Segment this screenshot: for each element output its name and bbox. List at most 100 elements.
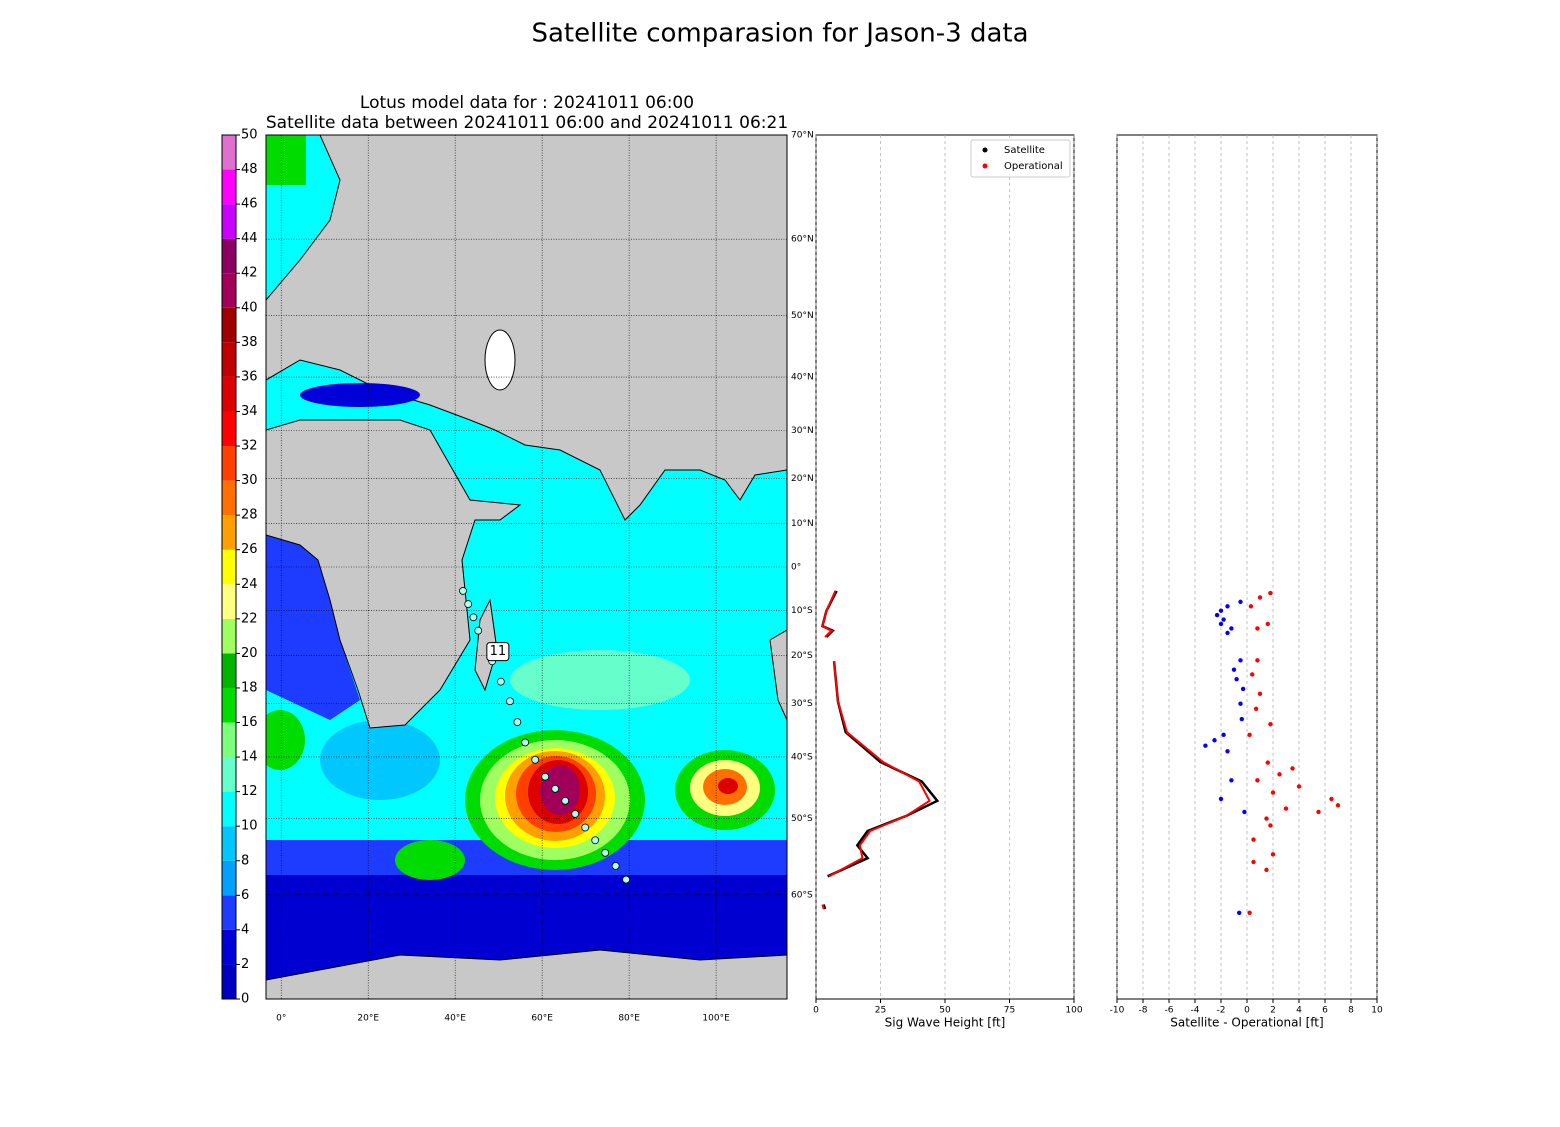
scatter-point: [1212, 738, 1217, 743]
scatter-point: [1251, 837, 1256, 842]
track-point: [469, 613, 478, 622]
scatter-point: [1283, 806, 1289, 811]
scatter-point: [1240, 686, 1246, 692]
scatter-point: [1225, 630, 1230, 636]
colorbar-tick-label: 40: [241, 300, 258, 315]
scatter-point: [1229, 626, 1234, 631]
track-label-box: [486, 642, 510, 662]
colorbar-bin: [222, 964, 236, 999]
scatter-point: [1296, 784, 1302, 789]
track-point: [496, 677, 505, 686]
colorbar-bin: [222, 238, 236, 274]
colorbar-bin: [222, 342, 236, 377]
colorbar-bin: [222, 895, 236, 930]
track-point: [581, 823, 590, 832]
y-tick-label: 40°N: [791, 373, 814, 383]
track-point: [506, 697, 514, 706]
scatter-point: [1268, 823, 1273, 828]
scatter-point: [1329, 796, 1334, 802]
scatter-point: [1264, 867, 1269, 873]
scatter-point: [1251, 859, 1256, 865]
x-tick-label: 2: [1270, 1006, 1276, 1016]
scatter-point: [1250, 672, 1255, 677]
colorbar-bin: [222, 860, 236, 896]
scatter-point: [1265, 760, 1271, 765]
track-point: [561, 796, 570, 805]
colorbar-tick-label: 32: [241, 439, 258, 454]
y-tick-label: 30°N: [791, 426, 814, 436]
y-tick-label: 60°S: [791, 890, 813, 900]
scatter-point: [1225, 604, 1230, 609]
colorbar-tick-label: 4: [241, 922, 249, 937]
colorbar-bin: [222, 687, 236, 723]
y-tick-label: 20°N: [791, 474, 814, 484]
scatter-point: [1255, 626, 1260, 631]
y-tick-label: 10°S: [791, 606, 813, 616]
colorbar-tick-label: 46: [241, 197, 258, 212]
colorbar-bin: [222, 653, 236, 688]
colorbar-tick-label: 10: [241, 819, 258, 834]
colorbar-tick-label: 16: [241, 715, 258, 730]
y-tick-label: 20°S: [791, 651, 813, 661]
scatter-point: [1203, 743, 1208, 748]
track-point: [513, 718, 522, 727]
map-subtitle: Satellite data between 20241011 06:00 an…: [266, 113, 788, 133]
scatter-point: [1238, 599, 1243, 605]
colorbar-tick-label: 0: [241, 992, 249, 1007]
colorbar-bin: [222, 411, 236, 447]
y-tick-label: 40°S: [791, 752, 813, 762]
colorbar-tick-label: 14: [241, 750, 258, 765]
scatter-point: [1335, 803, 1341, 808]
scatter-point: [1247, 732, 1252, 738]
scatter-point: [1257, 691, 1263, 697]
track-point: [591, 836, 600, 845]
y-tick-label: 0°: [791, 563, 801, 573]
legend-label: Operational: [1004, 161, 1063, 172]
scatter-point: [1255, 778, 1260, 783]
track-point: [459, 587, 467, 595]
scatter-point: [1214, 612, 1220, 618]
scatter-point: [1257, 595, 1263, 600]
scatter-point: [1221, 617, 1226, 622]
track-point: [474, 626, 483, 635]
x-tick-label: -10: [1110, 1006, 1125, 1016]
scatter-point: [1316, 809, 1321, 815]
x-tick-label: 60°E: [531, 1014, 553, 1024]
colorbar-bin: [222, 618, 236, 654]
colorbar-tick-label: 18: [241, 680, 258, 695]
x-tick-label: 0: [1244, 1006, 1250, 1016]
colorbar-bin: [222, 757, 236, 792]
colorbar-tick-label: 8: [241, 853, 249, 868]
x-axis-label: Satellite - Operational [ft]: [1170, 1016, 1323, 1030]
track-point: [571, 809, 580, 818]
colorbar-tick-label: 38: [241, 335, 258, 350]
scatter-point: [1231, 667, 1237, 672]
map-background: [266, 135, 787, 999]
colorbar-tick-label: 30: [241, 473, 258, 488]
track-point: [601, 848, 610, 857]
scatter-point: [1265, 621, 1271, 627]
colorbar-tick-label: 24: [241, 577, 258, 592]
colorbar-bin: [222, 480, 236, 516]
scatter-point: [1218, 796, 1224, 802]
colorbar-tick-label: 48: [241, 162, 258, 177]
track-point: [622, 875, 630, 884]
colorbar-bin: [222, 307, 236, 343]
x-axis-label: Sig Wave Height [ft]: [885, 1016, 1006, 1030]
x-tick-label: 4: [1296, 1006, 1302, 1016]
y-tick-label: 50°N: [791, 311, 814, 321]
scatter-point: [1253, 706, 1259, 711]
colorbar-bin: [222, 549, 236, 585]
scatter-point: [1221, 732, 1226, 738]
colorbar-bin: [222, 791, 236, 827]
colorbar-bin: [222, 446, 236, 481]
x-tick-label: 0: [813, 1006, 819, 1016]
scatter-point: [1268, 722, 1273, 727]
scatter-point: [1247, 910, 1252, 915]
colorbar-tick-label: 12: [241, 784, 258, 799]
y-tick-label: 30°S: [791, 699, 813, 709]
colorbar-tick-label: 22: [241, 611, 258, 626]
x-tick-label: 25: [875, 1006, 886, 1016]
scatter-point: [1239, 716, 1245, 722]
scatter-point: [1270, 790, 1276, 795]
